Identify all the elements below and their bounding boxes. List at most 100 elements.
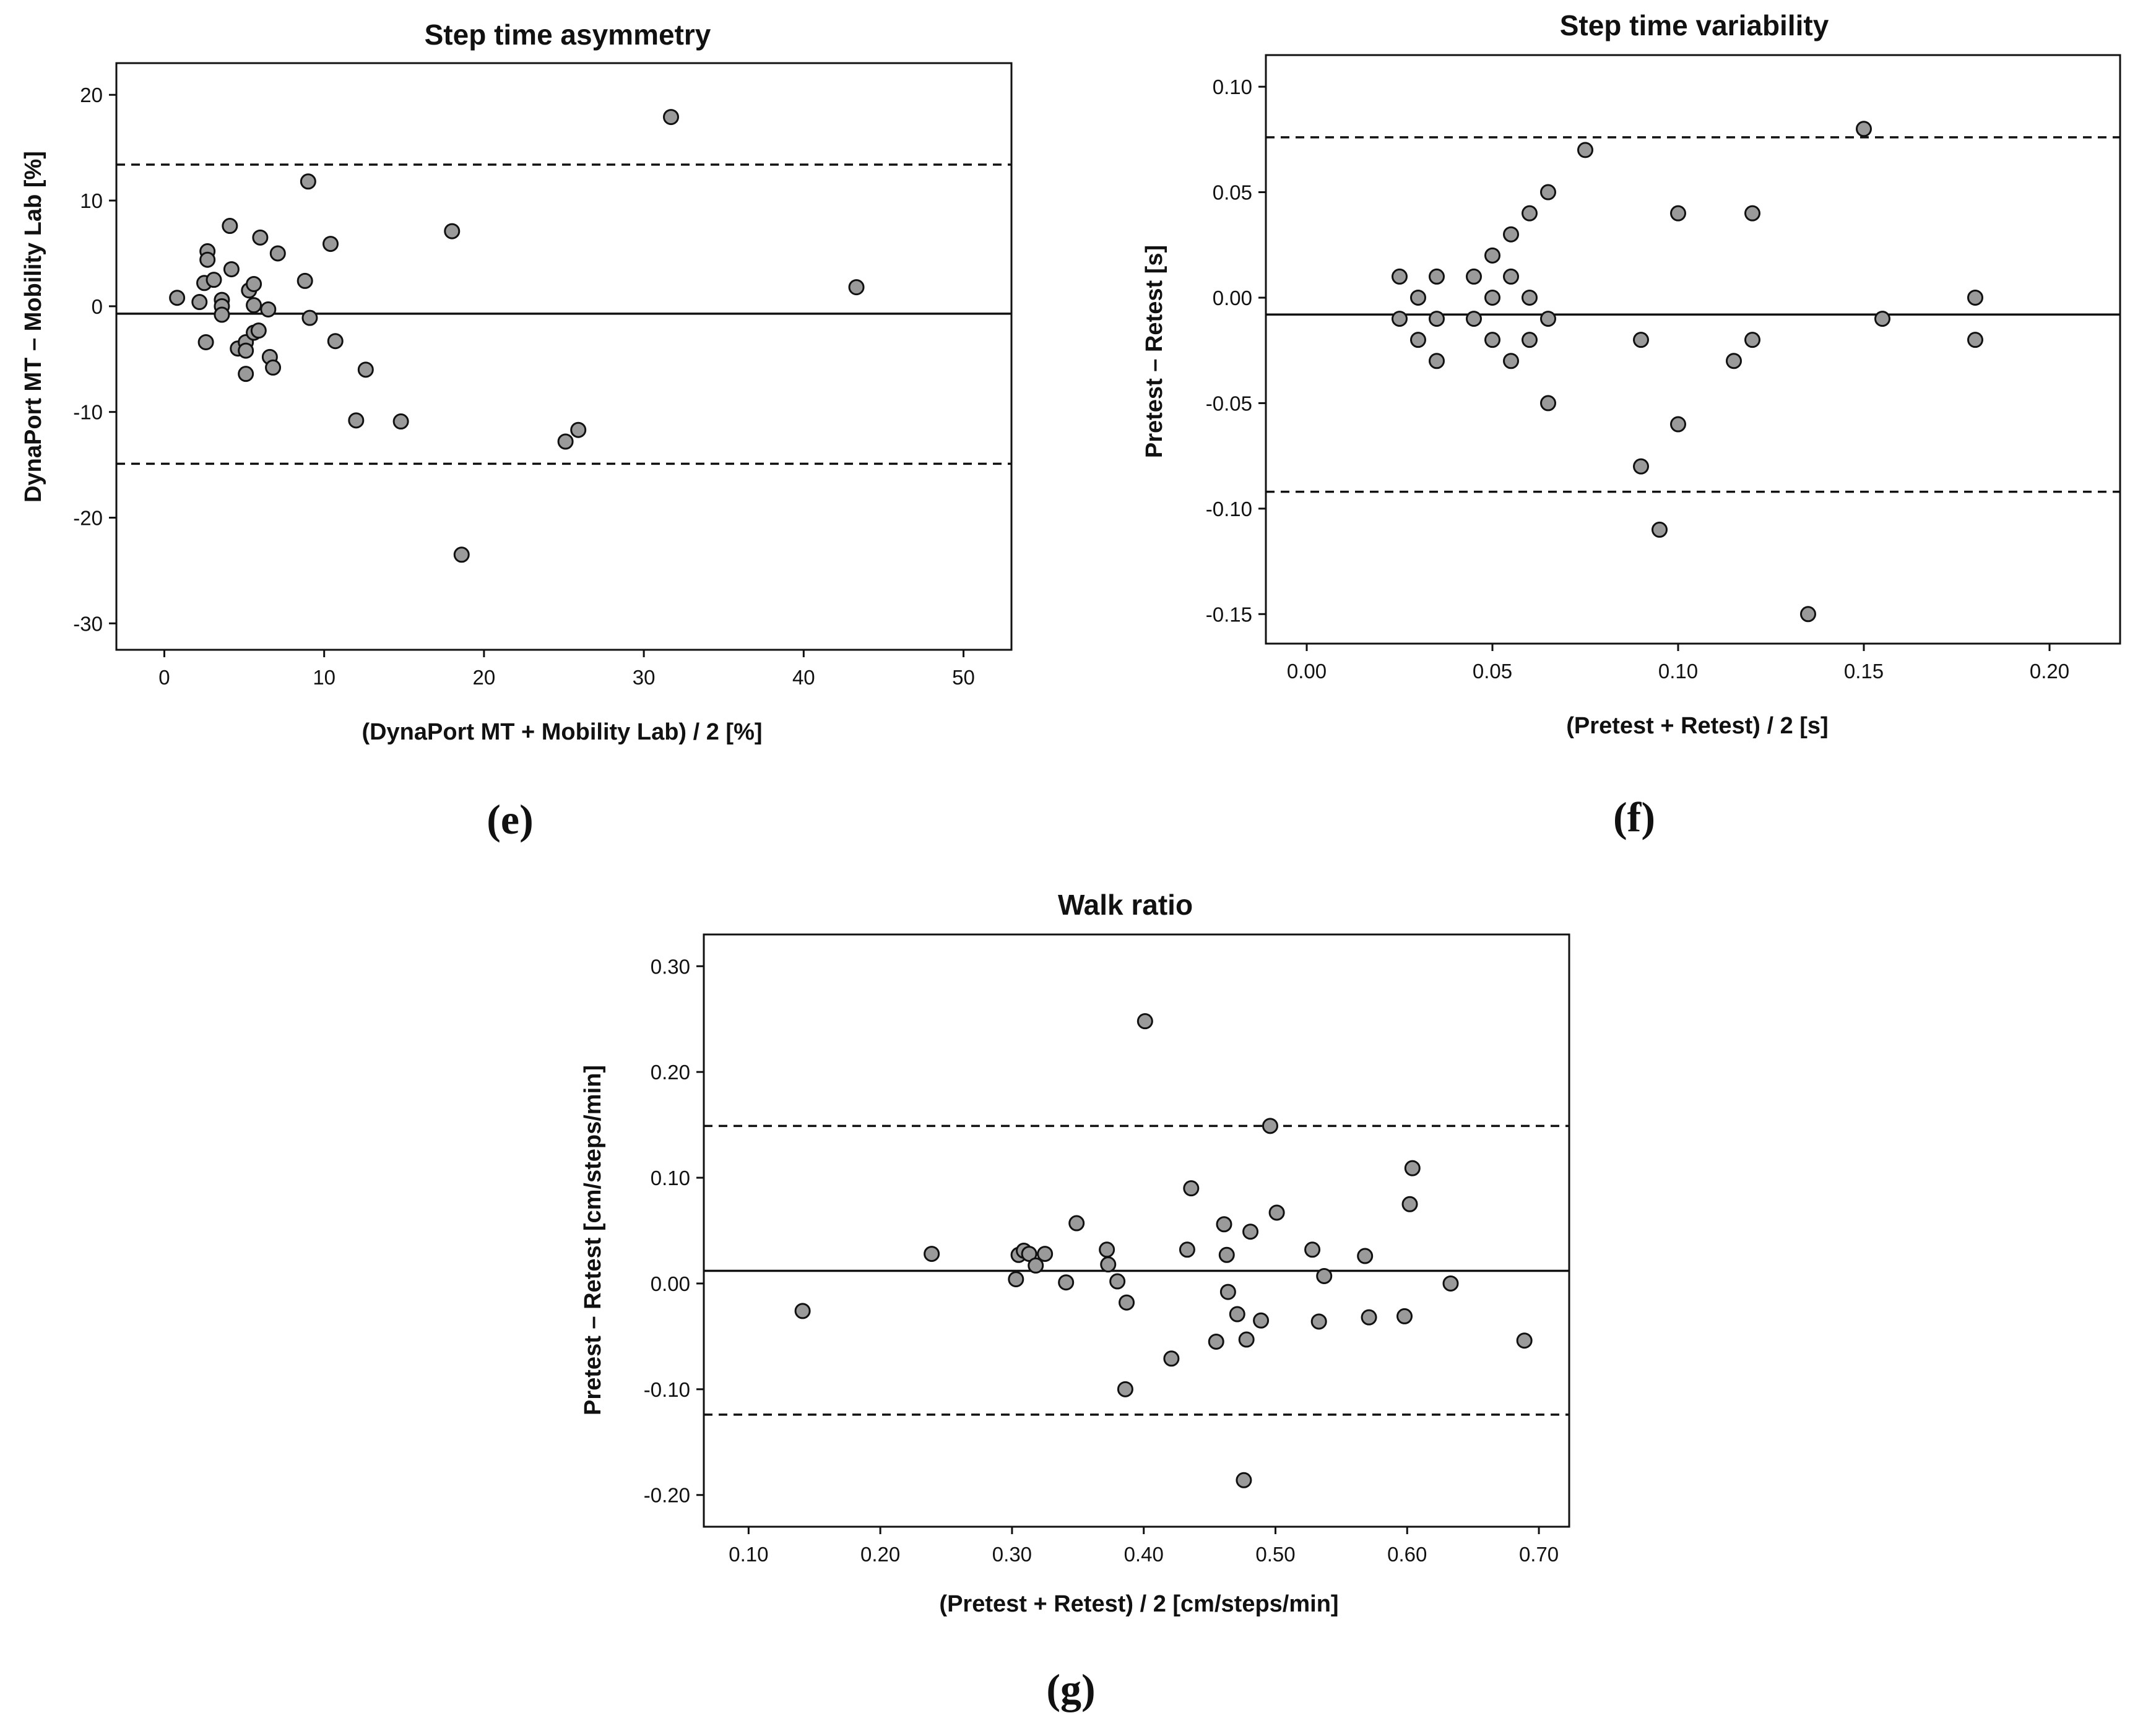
data-point: [557, 433, 574, 450]
data-point: [238, 342, 254, 359]
data-point: [246, 275, 262, 292]
tick-layer: 0.00 0.05 0.10 0.15 0.20 0.10 0.05 0.00 -0.05 -0.…: [1206, 76, 2069, 683]
data-point: [246, 297, 262, 314]
data-point: [1068, 1215, 1085, 1232]
x-axis-label: (DynaPort MT + Mobility Lab) / 2 [%]: [361, 719, 762, 745]
data-point: [199, 251, 216, 268]
data-point: [1856, 121, 1872, 137]
data-point: [1670, 416, 1686, 433]
plot-frame: [1265, 54, 2121, 645]
x-axis-label: (Pretest + Retest) / 2 [cm/steps/min]: [939, 1591, 1338, 1617]
x-tick-label: 0: [158, 666, 170, 689]
y-tick-label: 0.30: [651, 955, 690, 978]
data-point: [1268, 1204, 1285, 1221]
y-tick-label: -20: [73, 506, 103, 529]
data-point: [1670, 205, 1686, 222]
data-point: [1484, 289, 1500, 306]
data-point: [1216, 1216, 1232, 1233]
y-tick-label: -0.20: [644, 1484, 690, 1507]
data-point: [1099, 1241, 1115, 1258]
data-point: [1503, 353, 1519, 369]
data-point: [206, 272, 222, 288]
data-point: [1540, 395, 1556, 412]
x-tick-label: 0.30: [992, 1543, 1032, 1566]
tick-layer: 0.10 0.20 0.30 0.40 0.50 0.60 0.70 0.30 0.20 0.10…: [644, 955, 1559, 1566]
y-tick-label: -0.10: [644, 1378, 690, 1401]
data-point: [1179, 1241, 1195, 1258]
data-point: [453, 546, 470, 563]
y-tick-label: 10: [80, 189, 103, 212]
reference-lines: [704, 1124, 1569, 1416]
data-point: [1503, 268, 1519, 285]
data-point: [1396, 1308, 1413, 1324]
panel-e-step-time-asymmetry: Step time asymmetry DynaPort MT – Mobili…: [20, 19, 1013, 843]
x-tick-label: 30: [633, 666, 656, 689]
data-point: [1119, 1294, 1135, 1311]
data-point: [357, 361, 374, 378]
data-point: [265, 359, 282, 376]
data-point: [1037, 1246, 1054, 1262]
data-point: [1967, 332, 1983, 348]
data-point: [1058, 1274, 1075, 1291]
data-point: [1800, 606, 1816, 623]
y-axis-label: Pretest – Retest [s]: [1141, 245, 1167, 458]
data-point: [1633, 332, 1649, 348]
data-point: [924, 1246, 940, 1262]
data-point: [663, 109, 680, 126]
data-point: [1304, 1241, 1321, 1258]
data-point: [1229, 1306, 1245, 1323]
y-tick-label: 20: [80, 84, 103, 106]
data-point: [1744, 205, 1760, 222]
x-tick-label: 0.50: [1255, 1543, 1295, 1566]
y-tick-label: 0.00: [1213, 287, 1252, 309]
data-point: [1392, 268, 1408, 285]
data-point: [1410, 289, 1426, 306]
panel-f-step-time-variability: Step time variability Pretest – Retest […: [1141, 9, 2121, 840]
y-axis-label: DynaPort MT – Mobility Lab [%]: [20, 151, 46, 503]
data-point: [1540, 184, 1556, 201]
plot-frame: [703, 933, 1570, 1528]
data-point: [1484, 247, 1500, 264]
data-point: [223, 261, 240, 278]
data-point: [1874, 311, 1890, 327]
data-point: [169, 290, 186, 306]
y-tick-label: 0.00: [651, 1272, 690, 1295]
data-point: [1633, 458, 1649, 475]
x-tick-label: 40: [792, 666, 815, 689]
data-point: [301, 309, 318, 326]
x-tick-label: 0.40: [1124, 1543, 1164, 1566]
data-point: [1484, 332, 1500, 348]
x-tick-label: 10: [313, 666, 336, 689]
x-tick-label: 0.00: [1287, 660, 1327, 683]
data-point: [300, 173, 316, 190]
data-point: [1577, 142, 1593, 158]
data-point: [1392, 311, 1408, 327]
y-tick-label: -0.05: [1206, 392, 1252, 415]
data-point: [1967, 289, 1983, 306]
x-tick-label: 0.10: [1658, 660, 1698, 683]
data-point: [1028, 1257, 1044, 1274]
x-tick-label: 0.10: [729, 1543, 768, 1566]
x-tick-label: 0.05: [1473, 660, 1512, 683]
data-point: [1652, 521, 1668, 538]
data-point: [197, 334, 214, 350]
plot-frame: [115, 62, 1013, 651]
data-point: [1208, 1333, 1224, 1350]
data-points: [794, 1013, 1533, 1488]
x-tick-label: 50: [952, 666, 975, 689]
x-tick-label: 0.20: [2030, 660, 2069, 683]
data-point: [250, 322, 267, 339]
data-point: [1357, 1248, 1374, 1264]
y-tick-label: -30: [73, 612, 103, 635]
y-tick-label: 0: [92, 295, 103, 318]
data-point: [297, 272, 313, 289]
chart-title: Step time asymmetry: [425, 19, 711, 51]
data-points: [1392, 121, 1983, 623]
panel-label-f: (f): [1613, 793, 1655, 840]
y-tick-label: 0.20: [651, 1061, 690, 1084]
y-tick-label: -0.15: [1206, 603, 1252, 626]
data-points: [169, 109, 865, 563]
x-tick-label: 0.60: [1387, 1543, 1427, 1566]
data-point: [1429, 268, 1445, 285]
data-point: [1262, 1118, 1278, 1134]
